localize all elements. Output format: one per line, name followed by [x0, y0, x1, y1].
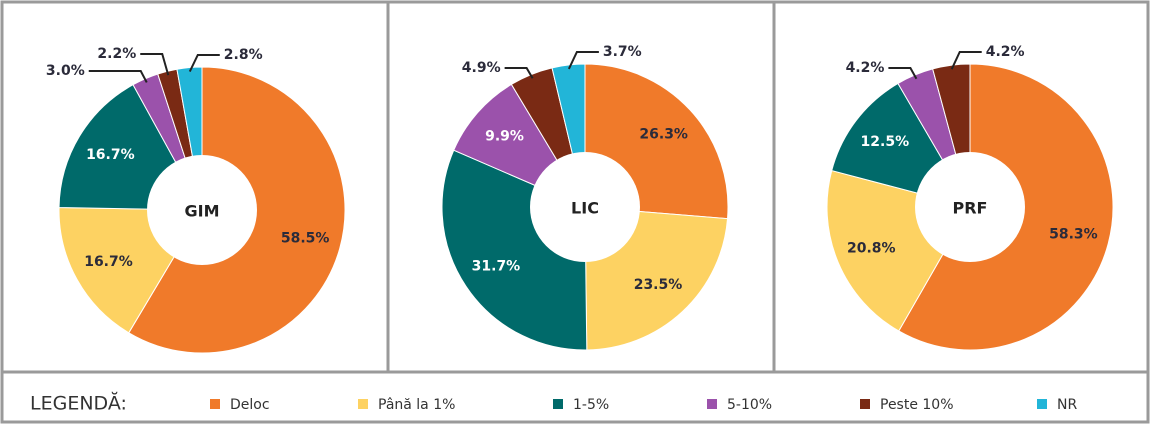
- value-label: 3.7%: [603, 44, 642, 60]
- value-label: 12.5%: [861, 134, 910, 150]
- value-label: 16.7%: [86, 147, 135, 163]
- legend-label: Până la 1%: [378, 397, 455, 413]
- legend-label: Deloc: [230, 397, 270, 413]
- leader-line: [188, 54, 220, 72]
- center-label: PRF: [953, 199, 988, 218]
- leader-line: [950, 51, 982, 70]
- legend-swatch: [210, 399, 220, 409]
- value-label: 16.7%: [84, 254, 133, 270]
- value-label: 23.5%: [634, 277, 683, 293]
- value-label: 20.8%: [847, 240, 896, 256]
- donut-hole: [530, 152, 640, 262]
- legend-label: NR: [1057, 397, 1077, 413]
- leader-line: [140, 53, 170, 76]
- value-label: 4.2%: [846, 60, 885, 76]
- value-label: 4.2%: [986, 44, 1025, 60]
- legend-title: LEGENDĂ:: [30, 391, 127, 415]
- leader-line: [504, 67, 534, 79]
- center-label: LIC: [571, 199, 599, 218]
- value-label: 3.0%: [46, 63, 85, 79]
- leader-line: [88, 70, 148, 83]
- value-label: 2.2%: [97, 46, 136, 62]
- legend-swatch: [553, 399, 563, 409]
- value-label: 26.3%: [639, 126, 688, 142]
- value-label: 58.5%: [281, 230, 330, 246]
- leader-line: [567, 51, 599, 70]
- value-label: 9.9%: [485, 128, 524, 144]
- legend-swatch: [358, 399, 368, 409]
- value-label: 58.3%: [1049, 227, 1098, 243]
- donut-hole: [915, 152, 1025, 262]
- legend-swatch: [1037, 399, 1047, 409]
- legend-swatch: [707, 399, 717, 409]
- leader-line: [888, 67, 918, 80]
- legend-label: Peste 10%: [880, 397, 954, 413]
- value-label: 4.9%: [462, 60, 501, 76]
- legend-label: 5-10%: [727, 397, 772, 413]
- donut-hole: [147, 155, 257, 265]
- center-label: GIM: [184, 202, 219, 221]
- value-label: 2.8%: [224, 47, 263, 63]
- legend-label: 1-5%: [573, 397, 609, 413]
- legend-swatch: [860, 399, 870, 409]
- value-label: 31.7%: [472, 258, 521, 274]
